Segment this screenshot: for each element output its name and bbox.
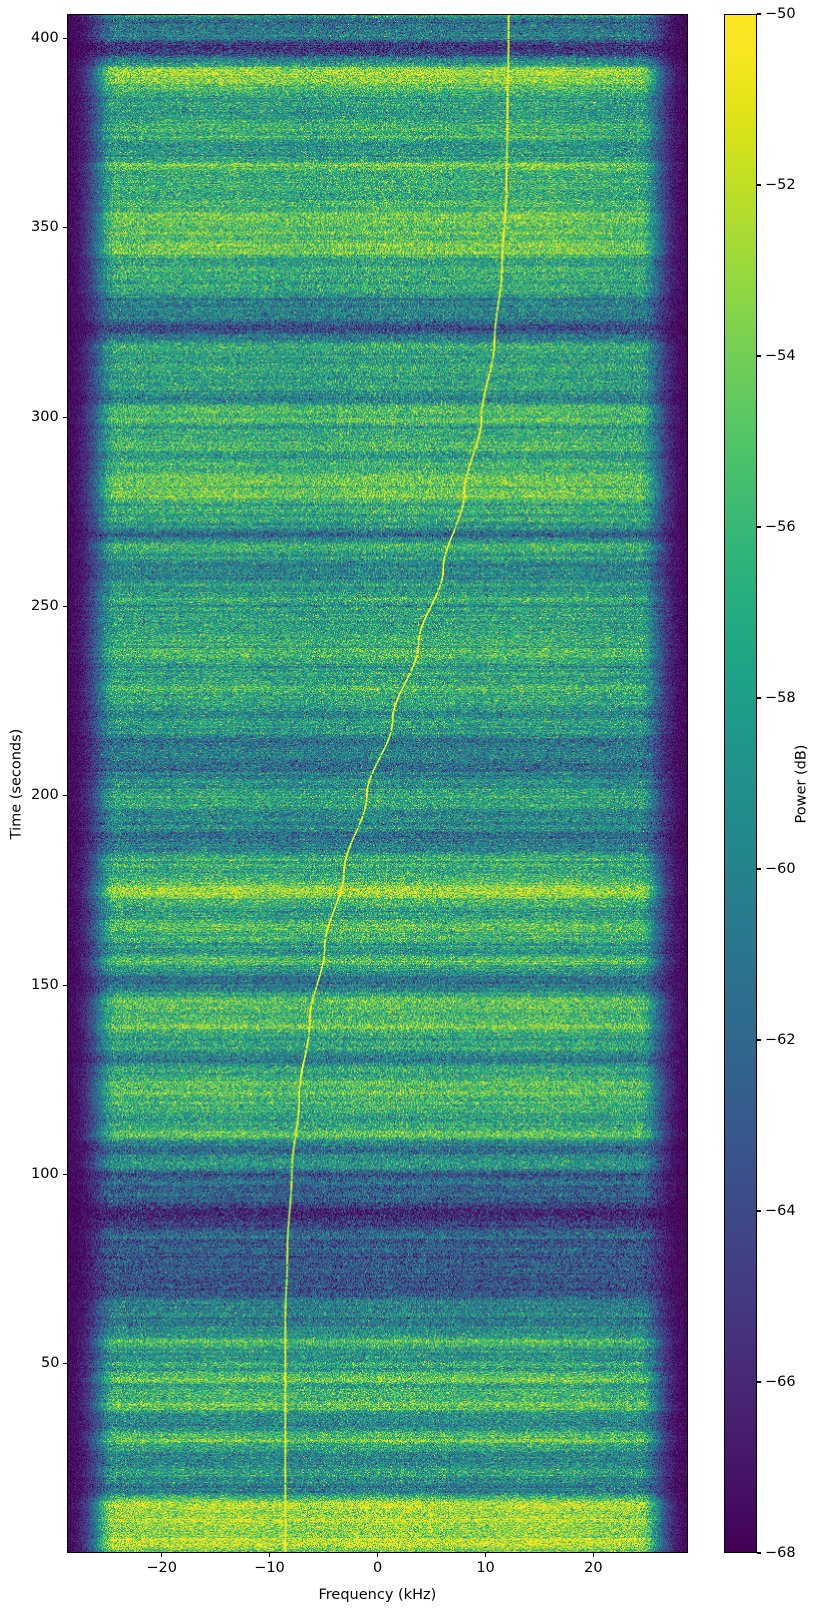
spectrogram-plot-area (67, 14, 688, 1553)
x-tick-label: 0 (373, 1560, 383, 1576)
colorbar-tick-mark (757, 13, 761, 15)
y-tick-mark (63, 227, 67, 229)
colorbar-tick-mark (757, 526, 761, 528)
colorbar-tick-mark (757, 1210, 761, 1212)
x-axis-label: Frequency (kHz) (318, 1587, 437, 1603)
colorbar-tick-label: −50 (765, 5, 796, 22)
x-tick-label: −10 (254, 1560, 285, 1576)
x-tick-label: −20 (146, 1560, 177, 1576)
x-tick-mark (592, 1553, 594, 1557)
colorbar-tick-label: −62 (765, 1031, 796, 1048)
y-tick-label: 400 (31, 30, 59, 47)
colorbar-tick-label: −60 (765, 860, 796, 877)
y-tick-label: 100 (31, 1165, 59, 1182)
colorbar-label: Power (dB) (792, 744, 809, 823)
colorbar-gradient (725, 15, 756, 1552)
y-tick-mark (63, 984, 67, 986)
colorbar-tick-label: −54 (765, 347, 796, 364)
colorbar-tick-mark (757, 1381, 761, 1383)
colorbar-tick-mark (757, 184, 761, 186)
x-tick-mark (484, 1553, 486, 1557)
colorbar-tick-mark (757, 697, 761, 699)
y-axis-label: Time (seconds) (7, 728, 24, 839)
x-tick-mark (161, 1553, 163, 1557)
y-tick-mark (63, 416, 67, 418)
y-tick-mark (63, 38, 67, 40)
spectrogram-image (68, 15, 687, 1552)
colorbar-tick-mark (757, 868, 761, 870)
colorbar-tick-mark (757, 355, 761, 357)
y-tick-label: 200 (31, 787, 59, 804)
colorbar-tick-label: −66 (765, 1373, 796, 1390)
y-tick-mark (63, 1363, 67, 1365)
y-tick-mark (63, 1173, 67, 1175)
colorbar (724, 14, 757, 1553)
y-tick-label: 250 (31, 598, 59, 614)
colorbar-tick-mark (757, 1039, 761, 1041)
y-tick-label: 300 (31, 408, 59, 425)
colorbar-tick-label: −68 (765, 1544, 796, 1561)
y-tick-label: 150 (31, 976, 59, 993)
y-tick-label: 350 (31, 219, 59, 236)
x-tick-mark (376, 1553, 379, 1557)
colorbar-tick-label: −52 (765, 176, 796, 193)
colorbar-tick-mark (757, 1552, 761, 1554)
y-tick-mark (63, 795, 67, 797)
colorbar-tick-label: −64 (765, 1202, 796, 1219)
x-tick-label: 10 (476, 1560, 495, 1576)
y-tick-label: 50 (41, 1355, 60, 1372)
x-tick-mark (269, 1553, 271, 1557)
colorbar-tick-label: −56 (765, 518, 796, 535)
x-tick-label: 20 (584, 1560, 603, 1576)
y-tick-mark (63, 605, 67, 608)
colorbar-tick-label: −58 (765, 689, 796, 706)
